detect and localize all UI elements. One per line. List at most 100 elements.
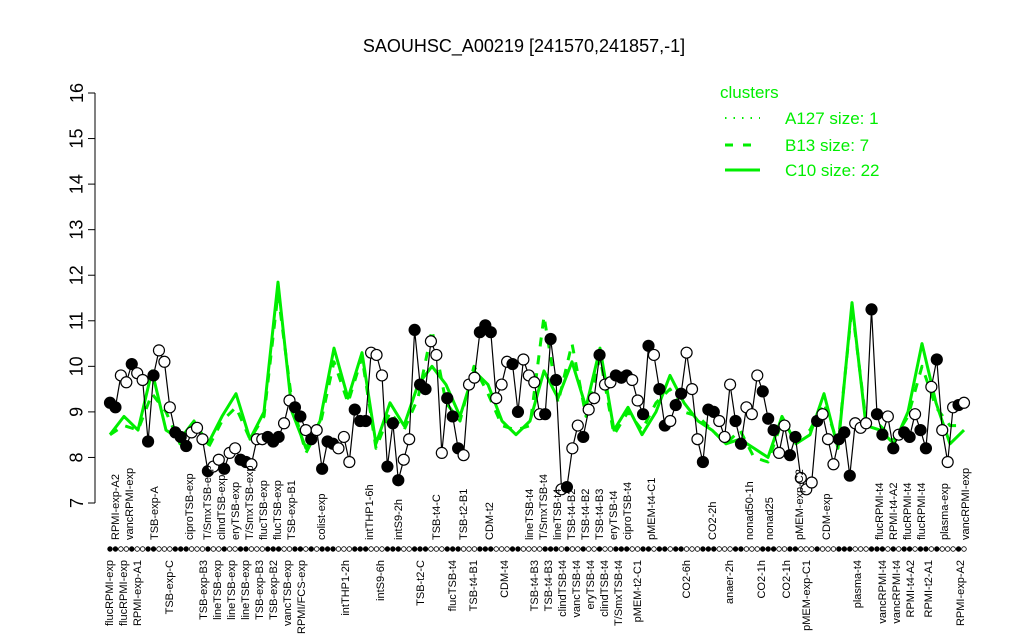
data-point <box>245 458 258 471</box>
rug-mark <box>950 546 956 552</box>
rug-mark <box>493 546 499 552</box>
data-point <box>544 332 557 346</box>
x-tick-label: RPMI-exp-A2 <box>955 560 967 626</box>
data-point <box>305 433 318 446</box>
x-tick-label: vancRPMI-exp <box>960 468 972 540</box>
x-tick-label: lineTSB-t4 <box>552 489 564 540</box>
legend-label-b13: B13 size: 7 <box>785 136 869 155</box>
data-point <box>669 398 682 412</box>
rug-mark <box>808 546 815 552</box>
legend-label-c10: C10 size: 22 <box>785 161 880 180</box>
rug-mark <box>705 546 712 552</box>
y-tick-label: 12 <box>67 265 87 285</box>
data-point <box>876 428 889 441</box>
rug-mark <box>428 546 434 552</box>
rug-mark <box>352 546 358 552</box>
rug-mark <box>694 546 701 552</box>
x-tick-label: clindTSB-t4 <box>557 560 569 617</box>
data-point <box>636 408 650 421</box>
x-tick-label: TSB-t4-B3 <box>529 560 541 611</box>
rug-mark <box>498 546 505 552</box>
rug-mark <box>885 546 891 552</box>
rug-mark <box>314 546 320 552</box>
x-tick-label: intS9-2h <box>393 499 405 540</box>
data-point <box>484 326 497 339</box>
data-point <box>734 437 748 450</box>
x-tick-label: pMEM-t4-C1 <box>646 478 658 540</box>
x-tick-label: pMEM-t2-C1 <box>632 560 644 622</box>
data-point <box>397 453 410 466</box>
data-point <box>707 405 720 418</box>
data-point <box>881 410 894 423</box>
x-tick-label: lineTSB-exp <box>226 560 238 620</box>
rug-mark <box>129 546 135 552</box>
rug-mark <box>482 546 489 552</box>
x-tick-label: clindTSB-exp <box>216 475 228 540</box>
x-tick-label: eryTSB-t4 <box>585 560 597 610</box>
rug-mark <box>172 546 178 552</box>
x-tick-label: TSB-exp-B2 <box>268 560 280 620</box>
rug-mark <box>504 546 510 552</box>
data-point <box>865 303 878 316</box>
rug-mark <box>836 546 842 552</box>
rug-mark <box>466 546 472 552</box>
x-tick-label: ciproTSB-t4 <box>622 482 634 540</box>
rug-mark <box>281 546 287 552</box>
rug-mark <box>460 546 467 552</box>
rug-mark <box>700 546 706 552</box>
rug-mark <box>917 546 924 552</box>
rug-mark <box>319 546 325 552</box>
x-tick-label: vancTSB-exp <box>282 560 294 626</box>
data-point <box>511 405 525 418</box>
rug-mark <box>852 546 858 552</box>
data-point <box>903 430 916 444</box>
rug-mark <box>303 546 309 552</box>
rug-mark <box>711 546 717 552</box>
rug-mark <box>656 546 663 552</box>
data-point <box>762 412 775 425</box>
rug-mark <box>401 546 407 552</box>
data-point <box>457 449 470 462</box>
data-point <box>642 339 655 352</box>
chart-title: SAOUHSC_A00219 [241570,241857,-1] <box>363 36 685 57</box>
rug-mark <box>520 546 527 552</box>
rug-mark <box>357 546 363 552</box>
rug-mark <box>874 546 880 552</box>
data-point <box>783 449 797 462</box>
data-point <box>441 392 454 405</box>
data-point <box>930 353 943 366</box>
data-point <box>403 433 416 446</box>
rug-mark <box>330 546 336 552</box>
y-tick-label: 7 <box>67 498 87 508</box>
data-point <box>549 373 563 387</box>
x-tick-label: TSB-t4-B1 <box>468 560 480 611</box>
data-point <box>212 453 225 466</box>
rug-mark <box>515 546 521 552</box>
rug-mark <box>678 546 684 552</box>
x-tick-label: TSB-t4-C <box>431 494 443 540</box>
y-tick-label: 16 <box>67 83 87 103</box>
data-point <box>685 383 699 396</box>
rug-mark <box>471 546 478 552</box>
data-point <box>925 380 938 393</box>
data-point <box>675 387 688 400</box>
rug-mark <box>928 546 935 552</box>
x-tick-label: CO2-1h <box>781 560 793 599</box>
rug-mark <box>738 546 744 552</box>
data-point <box>816 408 829 421</box>
rug-mark <box>727 546 733 552</box>
data-point <box>517 353 530 366</box>
data-point <box>908 408 922 421</box>
data-point <box>914 424 927 437</box>
cluster-line-c10 <box>108 280 966 459</box>
rug-mark <box>161 546 168 552</box>
rug-mark <box>825 546 831 552</box>
rug-mark <box>526 546 532 552</box>
rug-mark <box>537 546 543 552</box>
rug-mark <box>934 546 940 552</box>
x-tick-label: TSB-t4-B2 <box>566 489 578 540</box>
data-point <box>419 383 432 396</box>
rug-mark <box>417 546 423 552</box>
rug-mark <box>575 546 581 552</box>
rug-mark <box>607 546 614 552</box>
